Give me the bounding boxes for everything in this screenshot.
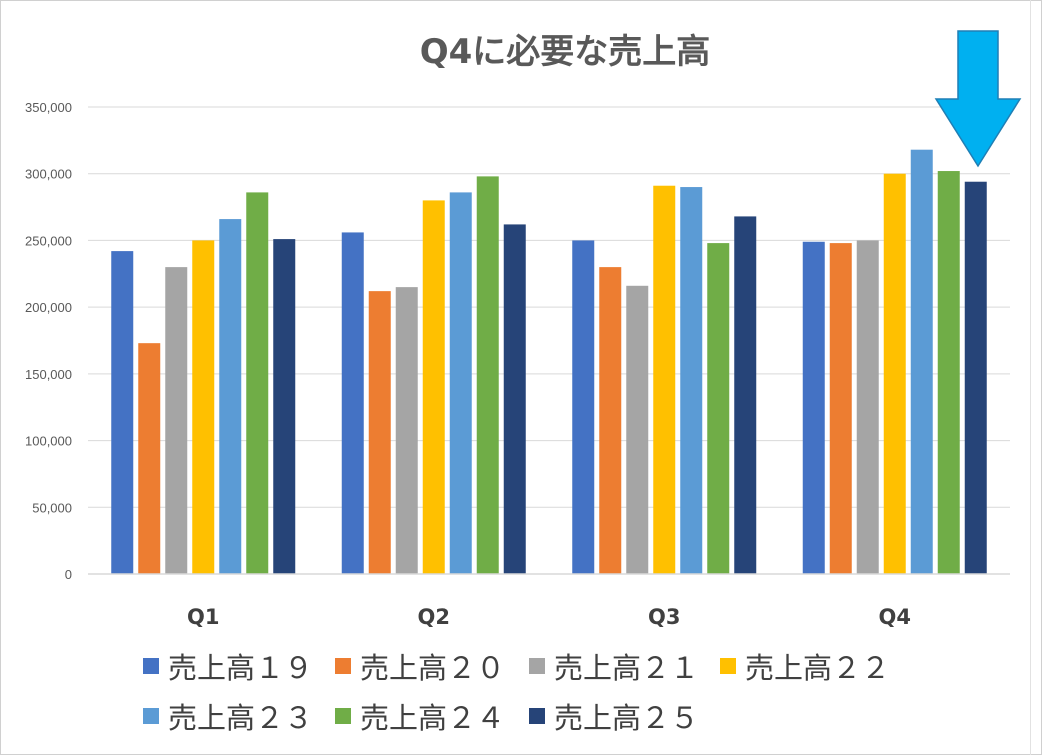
bar-q4-series-7 (964, 181, 987, 574)
bar-q3-series-5 (680, 187, 703, 575)
legend-label: 売上高２１ (554, 651, 699, 685)
bar-q1-series-6 (246, 192, 269, 574)
legend-swatch (335, 708, 351, 724)
x-tick-label: Q4 (879, 605, 911, 629)
bar-q2-series-6 (476, 176, 499, 574)
legend-label: 売上高２４ (360, 701, 505, 735)
y-tick-label: 200,000 (25, 300, 72, 315)
bar-q3-series-7 (734, 216, 757, 574)
legend-label: 売上高２５ (554, 701, 699, 735)
y-axis-tick-labels: 0 50,000 100,000 150,000 200,000 250,000 300,0… (25, 100, 72, 582)
bar-q2-series-2 (368, 291, 391, 574)
bar-q2-series-5 (449, 192, 472, 574)
bar-q3-series-3 (626, 285, 649, 574)
bar-q2-series-7 (503, 224, 526, 574)
legend-swatch (720, 658, 736, 674)
bar-q3-series-2 (599, 267, 622, 574)
bar-q1-series-7 (273, 239, 296, 574)
bar-q3-series-6 (707, 243, 730, 574)
bar-q1-series-1 (111, 251, 134, 575)
bar-q4-series-5 (910, 149, 933, 574)
y-tick-label: 350,000 (25, 100, 72, 115)
legend-swatch (143, 658, 159, 674)
bar-q1-series-5 (219, 219, 242, 574)
down-arrow-icon (934, 30, 1022, 168)
gridlines (88, 106, 1010, 508)
bar-q3-series-1 (572, 240, 595, 574)
y-tick-label: 250,000 (25, 233, 72, 248)
legend-label: 売上高２２ (745, 651, 890, 685)
y-tick-label: 150,000 (25, 367, 72, 382)
bar-q1-series-3 (165, 267, 188, 574)
bar-q4-series-6 (937, 171, 960, 574)
legend-swatch (529, 708, 545, 724)
y-tick-label: 50,000 (32, 500, 72, 515)
legend-label: 売上高２３ (168, 701, 313, 735)
bar-q4-series-4 (883, 173, 906, 574)
legend-swatch (143, 708, 159, 724)
bar-q3-series-4 (653, 185, 676, 575)
x-axis-tick-labels: Q1 Q2 Q3 Q4 (187, 605, 911, 629)
chart-title: Q4に必要な売上高 (420, 32, 711, 72)
bar-q4-series-2 (829, 243, 852, 574)
x-tick-label: Q2 (418, 605, 450, 629)
bar-q2-series-1 (341, 232, 364, 574)
bar-q1-series-2 (138, 343, 161, 574)
bar-q2-series-3 (395, 287, 418, 574)
legend-swatch (335, 658, 351, 674)
bar-q4-series-3 (856, 240, 879, 574)
bar-q4-series-1 (802, 241, 825, 574)
annotation (934, 30, 1022, 168)
y-tick-label: 100,000 (25, 434, 72, 449)
y-tick-label: 300,000 (25, 167, 72, 182)
bars (111, 149, 987, 575)
x-tick-label: Q1 (187, 605, 219, 629)
bar-q1-series-4 (192, 240, 215, 574)
bar-q2-series-4 (422, 200, 445, 574)
x-tick-label: Q3 (648, 605, 680, 629)
legend-label: 売上高２０ (360, 651, 505, 685)
legend-label: 売上高１９ (168, 651, 313, 685)
legend-swatch (529, 658, 545, 674)
y-tick-label: 0 (65, 567, 72, 582)
legend: 売上高１９ 売上高２０ 売上高２１ 売上高２２ 売上高２３ 売上高２４ 売上高２５ (143, 651, 890, 735)
page-edge-line (1030, 0, 1031, 755)
